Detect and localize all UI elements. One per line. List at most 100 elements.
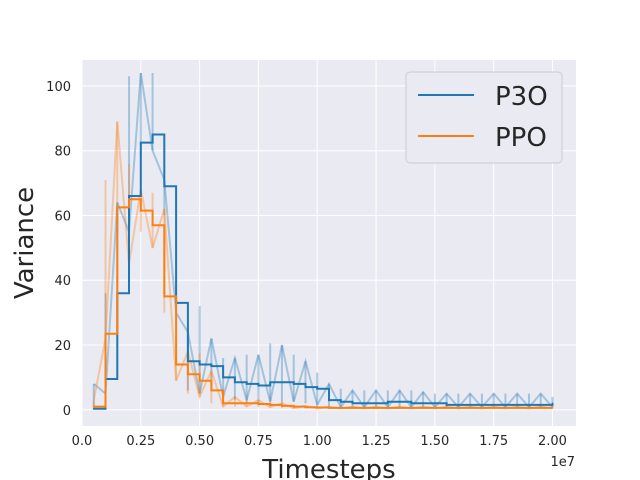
- data-point-ppo: [339, 407, 342, 409]
- series-layer: [92, 72, 554, 410]
- data-point-p3o: [504, 404, 507, 406]
- data-point-p3o: [163, 185, 166, 188]
- data-point-ppo: [516, 407, 518, 409]
- data-point-p3o: [528, 404, 530, 406]
- data-point-p3o: [481, 404, 483, 406]
- data-point-ppo: [469, 407, 471, 409]
- data-point-ppo: [539, 407, 542, 409]
- data-point-p3o: [269, 381, 271, 384]
- data-point-p3o: [292, 383, 295, 385]
- data-point-ppo: [316, 406, 319, 409]
- data-point-p3o: [492, 404, 495, 406]
- data-point-p3o: [551, 402, 554, 405]
- x-tick-label: 2.00: [538, 434, 567, 449]
- data-point-ppo: [175, 363, 177, 366]
- data-point-p3o: [351, 402, 354, 405]
- data-point-p3o: [245, 383, 248, 385]
- data-point-p3o: [422, 402, 424, 405]
- legend-label-p3o: P3O: [495, 82, 548, 112]
- data-point-ppo: [504, 407, 507, 409]
- y-tick-label: 80: [54, 145, 71, 160]
- data-point-p3o: [375, 402, 377, 405]
- data-point-ppo: [210, 389, 213, 392]
- data-point-ppo: [410, 407, 413, 409]
- data-point-p3o: [434, 402, 436, 405]
- y-axis-title: Variance: [10, 187, 40, 299]
- data-point-p3o: [328, 399, 330, 401]
- data-point-ppo: [116, 206, 119, 209]
- x-offset-label: 1e7: [550, 455, 575, 470]
- data-point-ppo: [445, 407, 448, 409]
- data-point-p3o: [187, 360, 189, 363]
- data-point-p3o: [445, 404, 448, 406]
- data-point-ppo: [234, 402, 236, 405]
- x-tick-label: 1.25: [362, 434, 391, 449]
- x-tick-label: 1.75: [479, 434, 508, 449]
- x-tick-label: 0.75: [244, 434, 273, 449]
- data-point-ppo: [481, 407, 483, 409]
- data-point-p3o: [92, 408, 95, 410]
- data-point-ppo: [222, 402, 224, 405]
- y-tick-label: 60: [54, 209, 71, 224]
- y-tick-label: 0: [63, 404, 71, 419]
- data-point-ppo: [422, 407, 424, 409]
- data-point-p3o: [516, 404, 518, 406]
- data-point-ppo: [434, 407, 436, 409]
- data-point-ppo: [292, 405, 295, 408]
- data-point-ppo: [245, 402, 248, 405]
- series-line-p3o: [93, 133, 554, 410]
- data-point-p3o: [210, 365, 213, 367]
- data-point-p3o: [410, 402, 413, 405]
- data-point-ppo: [351, 407, 354, 409]
- data-point-ppo: [304, 406, 307, 409]
- x-tick-label: 0.25: [126, 434, 155, 449]
- data-point-p3o: [539, 404, 542, 406]
- data-point-p3o: [222, 376, 224, 379]
- data-point-p3o: [257, 384, 260, 387]
- data-point-ppo: [187, 373, 189, 375]
- raw-line-p3o: [93, 72, 554, 410]
- data-point-p3o: [316, 387, 319, 390]
- data-point-p3o: [469, 404, 471, 406]
- x-tick-label: 1.00: [303, 434, 332, 449]
- ticks: 0.0 0.25 0.50 0.75 1.00 1.25 1.50 1.75 2.00 0 20 40…: [46, 80, 567, 449]
- data-point-p3o: [387, 400, 389, 403]
- legend: P3O PPO: [405, 71, 563, 164]
- series-line-ppo: [93, 198, 553, 409]
- data-point-p3o: [339, 400, 342, 403]
- data-point-ppo: [151, 224, 154, 226]
- data-point-p3o: [363, 402, 366, 405]
- data-point-ppo: [163, 295, 166, 298]
- data-point-ppo: [140, 209, 142, 212]
- data-point-p3o: [234, 381, 236, 384]
- x-axis-title: Timesteps: [261, 455, 395, 480]
- data-point-ppo: [328, 407, 330, 409]
- data-point-p3o: [281, 381, 283, 384]
- data-point-p3o: [151, 133, 154, 136]
- data-point-ppo: [528, 407, 530, 409]
- x-tick-label: 0.0: [72, 434, 93, 449]
- data-point-ppo: [375, 407, 377, 409]
- data-point-ppo: [457, 407, 460, 409]
- data-point-ppo: [387, 407, 389, 409]
- x-tick-label: 0.50: [185, 434, 214, 449]
- data-point-ppo: [104, 332, 107, 335]
- data-point-p3o: [198, 363, 201, 366]
- data-point-ppo: [269, 404, 271, 406]
- y-tick-label: 40: [54, 274, 71, 289]
- data-point-ppo: [551, 407, 554, 409]
- data-point-ppo: [363, 407, 366, 409]
- data-point-ppo: [128, 198, 130, 201]
- data-point-ppo: [257, 403, 260, 405]
- data-point-p3o: [128, 195, 130, 197]
- data-point-p3o: [304, 386, 307, 388]
- data-point-ppo: [492, 407, 495, 409]
- data-point-ppo: [92, 405, 95, 408]
- data-point-p3o: [398, 400, 401, 403]
- data-point-ppo: [198, 379, 201, 382]
- data-point-p3o: [140, 141, 142, 144]
- data-point-ppo: [398, 407, 401, 409]
- data-point-ppo: [281, 405, 283, 407]
- x-tick-label: 1.50: [420, 434, 449, 449]
